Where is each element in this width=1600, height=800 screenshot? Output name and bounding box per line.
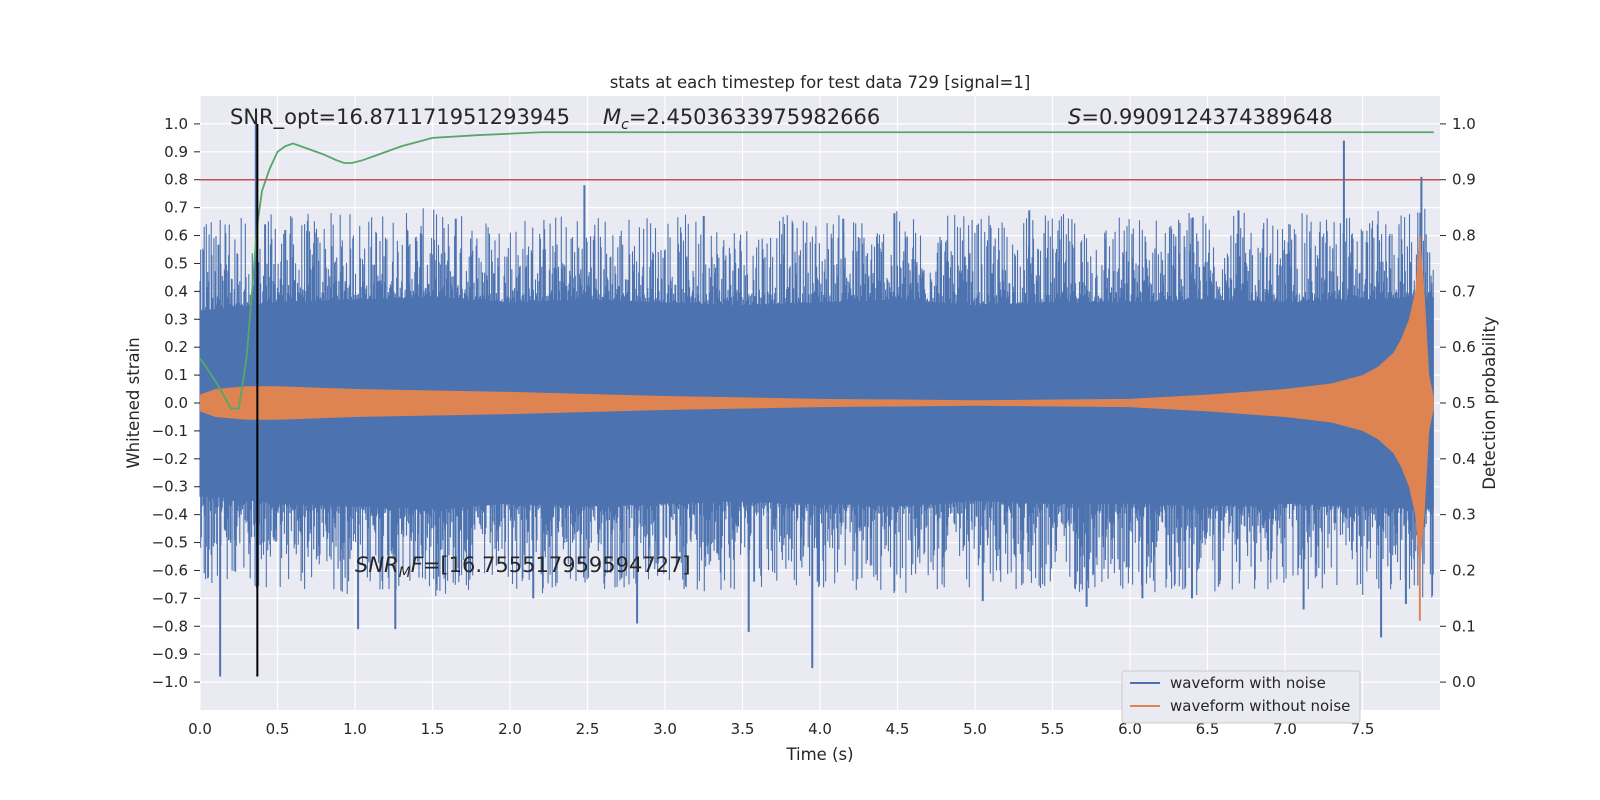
y2-tick-label: 0.3 <box>1452 506 1476 524</box>
y-tick-label: −0.7 <box>152 589 188 607</box>
y-tick-label: −0.4 <box>152 506 188 524</box>
x-tick-label: 0.5 <box>266 720 290 738</box>
x-tick-label: 2.5 <box>576 720 600 738</box>
y-tick-label: −0.2 <box>152 450 188 468</box>
x-tick-label: 4.5 <box>886 720 910 738</box>
x-tick-label: 7.0 <box>1273 720 1297 738</box>
y-tick-label: −0.6 <box>152 561 188 579</box>
x-tick-label: 7.5 <box>1351 720 1375 738</box>
x-tick-label: 6.0 <box>1118 720 1142 738</box>
legend: waveform with noise waveform without noi… <box>1121 670 1361 724</box>
reference-lines <box>200 123 1440 677</box>
snr-mf-value: =[16.755517959594727] <box>423 553 691 577</box>
annotation-chirp-mass: Mc=2.4503633975982666 <box>603 105 880 133</box>
y-tick-labels: 1.0 0.9 0.8 0.7 0.6 0.5 0.4 0.3 0.2 0.1 0.0 −0.1 −0.… <box>152 115 200 691</box>
series-detection-probability <box>199 131 1434 410</box>
y2-tick-label: 0.6 <box>1452 338 1476 356</box>
y-tick-label: −0.5 <box>152 534 188 552</box>
legend-label-clean: waveform without noise <box>1170 697 1350 715</box>
series-waveform-without-noise <box>200 235 1434 621</box>
clean-waveform-envelope <box>200 235 1434 571</box>
annotation-score: S=0.9909124374389648 <box>1068 105 1333 129</box>
y2-tick-label: 0.4 <box>1452 450 1476 468</box>
y-tick-label: −0.8 <box>152 617 188 635</box>
y-tick-label: 0.6 <box>164 227 188 245</box>
chart-title: stats at each timestep for test data 729… <box>610 73 1031 92</box>
y2-tick-label: 0.8 <box>1452 227 1476 245</box>
y2-tick-label: 0.9 <box>1452 171 1476 189</box>
y-tick-label: 1.0 <box>164 115 188 133</box>
x-tick-label: 3.5 <box>731 720 755 738</box>
y-tick-label: 0.8 <box>164 171 188 189</box>
y-tick-label: 0.4 <box>164 282 188 300</box>
y2-axis-label: Detection probability <box>1480 316 1499 490</box>
x-axis-label: Time (s) <box>785 745 853 764</box>
y2-tick-label: 0.7 <box>1452 282 1476 300</box>
y-tick-label: −0.1 <box>152 422 188 440</box>
x-tick-label: 1.5 <box>421 720 445 738</box>
y-tick-label: 0.0 <box>164 394 188 412</box>
chirp-mass-value: =2.4503633975982666 <box>629 105 880 129</box>
y-tick-label: 0.5 <box>164 254 188 272</box>
x-tick-labels: 0.0 0.5 1.0 1.5 2.0 2.5 3.0 3.5 4.0 4.5 5.0 5.5 6.0 6… <box>188 720 1374 738</box>
snr-mf-subscript: M <box>399 565 411 581</box>
y-tick-label: 0.9 <box>164 143 188 161</box>
y-tick-label: 0.7 <box>164 199 188 217</box>
x-tick-label: 0.0 <box>188 720 212 738</box>
probability-line <box>199 131 1434 410</box>
y2-tick-labels: 1.0 0.9 0.8 0.7 0.6 0.5 0.4 0.3 0.2 0.1 0.0 <box>1440 115 1476 691</box>
x-tick-label: 6.5 <box>1196 720 1220 738</box>
y-tick-label: −0.9 <box>152 645 188 663</box>
y2-tick-label: 0.0 <box>1452 673 1476 691</box>
snr-mf-tail: F <box>411 553 424 577</box>
y2-tick-label: 0.2 <box>1452 561 1476 579</box>
score-symbol: S <box>1068 105 1081 129</box>
legend-box <box>1121 670 1361 724</box>
y2-tick-label: 1.0 <box>1452 115 1476 133</box>
annotation-snr-mf: SNRMF=[16.755517959594727] <box>355 553 691 581</box>
y-tick-label: 0.1 <box>164 366 188 384</box>
y-tick-label: −1.0 <box>152 673 188 691</box>
legend-label-noise: waveform with noise <box>1170 674 1326 692</box>
y-tick-label: 0.2 <box>164 338 188 356</box>
y2-tick-label: 0.5 <box>1452 394 1476 412</box>
x-tick-label: 1.0 <box>343 720 367 738</box>
chirp-mass-symbol: M <box>603 105 621 129</box>
annotation-snr-opt: SNR_opt=16.871171951293945 <box>230 105 570 130</box>
x-tick-label: 4.0 <box>808 720 832 738</box>
y2-tick-label: 0.1 <box>1452 617 1476 635</box>
x-tick-label: 2.0 <box>498 720 522 738</box>
chirp-mass-subscript: c <box>621 117 629 133</box>
score-value: =0.9909124374389648 <box>1081 105 1332 129</box>
x-tick-label: 5.0 <box>963 720 987 738</box>
y-tick-label: −0.3 <box>152 478 188 496</box>
y-tick-label: 0.3 <box>164 310 188 328</box>
x-tick-label: 5.5 <box>1041 720 1065 738</box>
x-tick-label: 3.0 <box>653 720 677 738</box>
y-axis-label: Whitened strain <box>124 337 143 468</box>
snr-mf-symbol: SNR <box>355 553 399 577</box>
